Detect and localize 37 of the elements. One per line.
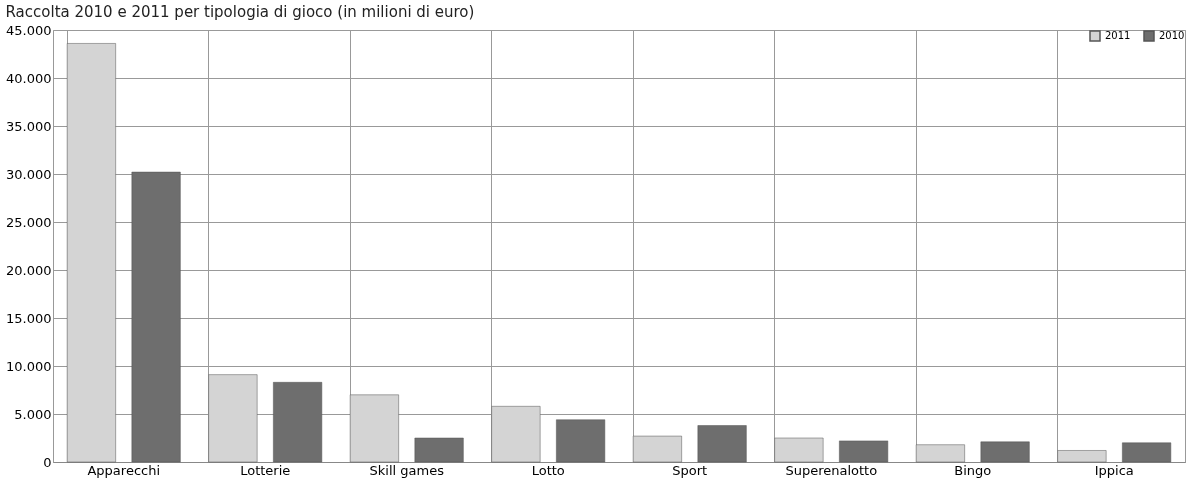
x-tick-label: Apparecchi	[87, 462, 161, 478]
bar	[1122, 442, 1172, 463]
y-tick-label: 15.000	[6, 310, 52, 326]
bar	[1057, 450, 1107, 463]
legend-label: 2011	[1105, 30, 1131, 41]
bar	[66, 43, 116, 463]
bar	[632, 435, 682, 463]
x-tick-label: Lotto	[531, 462, 565, 478]
x-tick-label: Skill games	[369, 462, 445, 478]
bar	[980, 441, 1030, 463]
bar	[774, 437, 824, 463]
bar	[491, 406, 541, 463]
bar	[349, 394, 399, 463]
y-tick-label: 10.000	[6, 358, 52, 374]
bar	[131, 171, 181, 463]
y-tick-label: 0	[43, 454, 52, 470]
bar	[208, 374, 258, 463]
bar	[414, 437, 464, 463]
y-tick-label: 40.000	[6, 70, 52, 86]
bar	[915, 444, 965, 463]
y-tick-label: 25.000	[6, 214, 52, 230]
bar	[273, 382, 323, 463]
y-tick-label: 5.000	[14, 406, 52, 422]
x-tick-label: Superenalotto	[785, 462, 878, 478]
bar	[556, 419, 606, 463]
x-tick-label: Lotterie	[240, 462, 291, 478]
x-tick-label: Bingo	[954, 462, 992, 478]
bar	[697, 425, 747, 463]
legend-label: 2010	[1159, 30, 1185, 41]
y-tick-label: 30.000	[6, 166, 52, 182]
chart-title: Raccolta 2010 e 2011 per tipologia di gioco (in milioni di euro)	[5, 3, 475, 21]
x-tick-label: Sport	[672, 462, 708, 478]
bar	[839, 440, 889, 463]
y-tick-label: 20.000	[6, 262, 52, 278]
x-tick-label: Ippica	[1094, 462, 1134, 478]
y-tick-label: 35.000	[6, 118, 52, 134]
y-tick-label: 45.000	[6, 22, 52, 38]
